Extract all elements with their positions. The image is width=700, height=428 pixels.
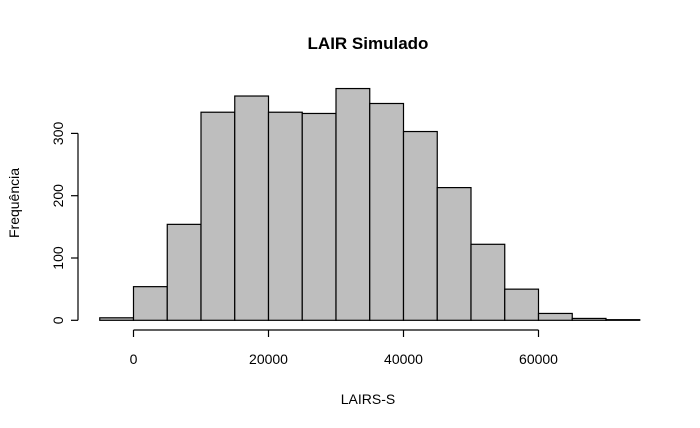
y-tick-label: 200 [50, 184, 66, 208]
histogram-bars [99, 87, 641, 321]
x-axis: 0 20000 40000 60000 [130, 329, 558, 367]
x-tick-label: 60000 [519, 351, 558, 367]
x-tick-label: 0 [130, 351, 138, 367]
y-axis-label: Frequência [6, 168, 22, 238]
y-tick-label: 300 [50, 122, 66, 146]
x-tick-label: 40000 [384, 351, 423, 367]
histogram-bar [335, 87, 371, 321]
histogram-bar [402, 130, 438, 321]
histogram-bar [301, 112, 337, 321]
histogram-bar [166, 223, 202, 321]
histogram-bar [470, 243, 506, 321]
histogram-bar [234, 95, 270, 321]
histogram-bar [99, 317, 135, 321]
histogram-bar [537, 312, 573, 321]
histogram-bar [369, 102, 405, 321]
chart-title: LAIR Simulado [308, 34, 429, 53]
histogram-bar [267, 111, 303, 321]
y-tick-label: 0 [50, 316, 66, 324]
histogram-bar [605, 319, 641, 321]
histogram-bar [132, 286, 168, 321]
histogram-bar [436, 187, 472, 321]
x-tick-label: 20000 [249, 351, 288, 367]
histogram-bar [504, 288, 540, 321]
histogram-bar [571, 317, 607, 321]
y-axis: 0 100 200 300 [50, 122, 79, 324]
x-axis-label: LAIRS-S [341, 391, 395, 407]
histogram-bar [200, 111, 236, 321]
y-tick-label: 100 [50, 246, 66, 270]
